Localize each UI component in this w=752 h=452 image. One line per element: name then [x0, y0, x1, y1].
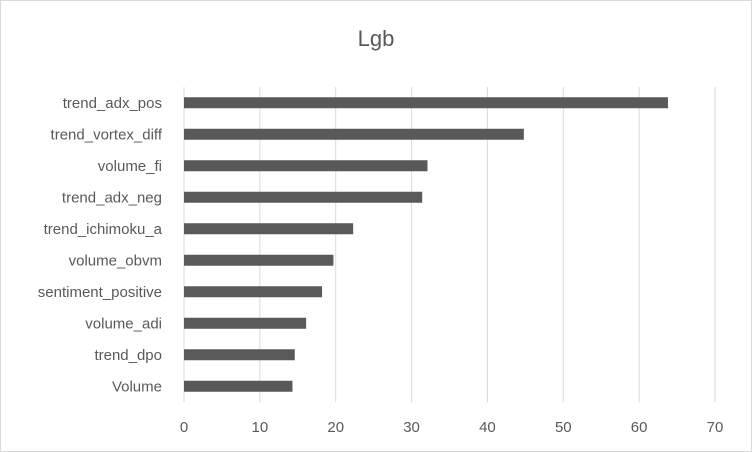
x-tick-label: 40 — [479, 419, 496, 436]
bar — [184, 380, 293, 392]
x-tick-label: 30 — [403, 419, 420, 436]
x-tick-label: 70 — [707, 419, 724, 436]
category-label: volume_fi — [98, 158, 162, 175]
bars — [184, 97, 668, 392]
category-label: trend_ichimoku_a — [44, 221, 163, 238]
bar — [184, 254, 334, 266]
category-label: volume_adi — [85, 315, 162, 332]
category-label: Volume — [112, 378, 162, 395]
bar — [184, 128, 524, 140]
category-label: sentiment_positive — [38, 284, 162, 301]
x-tick-label: 60 — [631, 419, 648, 436]
category-label: trend_dpo — [94, 347, 162, 364]
bar — [184, 223, 354, 235]
category-labels: trend_adx_pos trend_vortex_diff volume_fit… — [38, 95, 163, 396]
x-tick-label: 10 — [252, 419, 269, 436]
bar — [184, 286, 323, 298]
bar — [184, 160, 428, 172]
chart-title: Lgb — [357, 26, 395, 51]
bar — [184, 191, 423, 203]
bar — [184, 349, 295, 361]
x-tick-label: 50 — [555, 419, 572, 436]
category-label: volume_obvm — [69, 252, 162, 269]
bar — [184, 317, 307, 329]
category-label: trend_vortex_diff — [51, 126, 163, 143]
x-axis-tick-labels: 0 10 20 30 40 50 60 70 — [180, 419, 724, 436]
category-label: trend_adx_pos — [63, 95, 162, 112]
category-label: trend_adx_neg — [62, 189, 162, 206]
x-tick-label: 0 — [180, 419, 188, 436]
bar — [184, 97, 668, 109]
x-tick-label: 20 — [327, 419, 344, 436]
